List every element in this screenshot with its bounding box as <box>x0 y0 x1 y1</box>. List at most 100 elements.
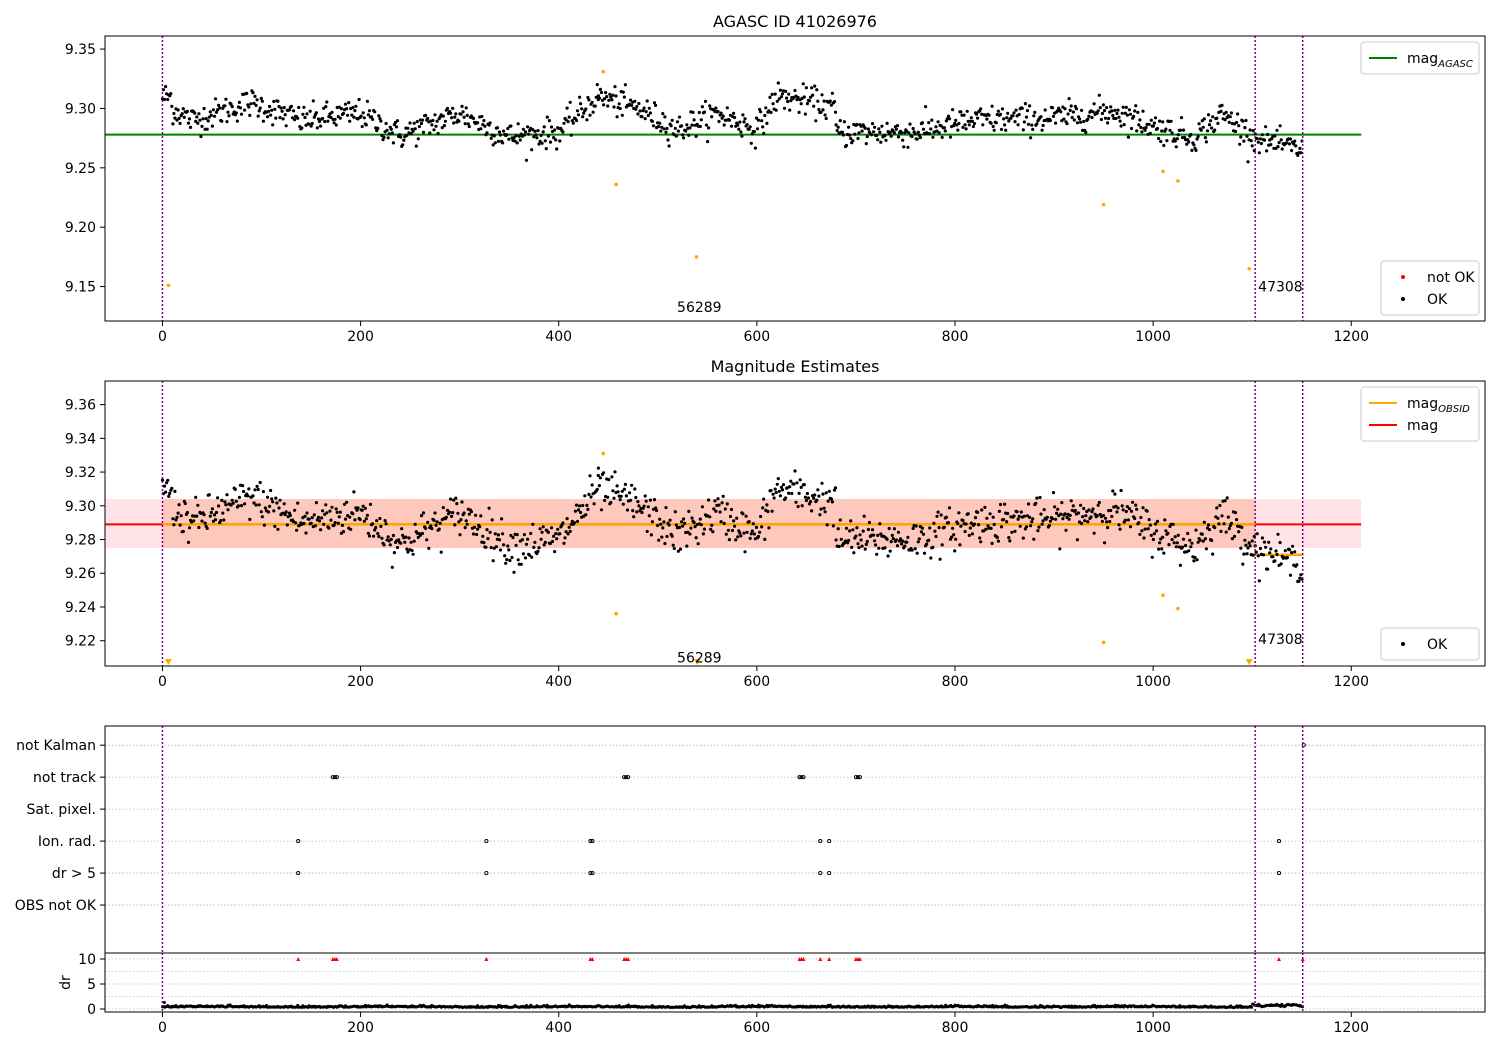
data-point-ok <box>911 526 915 531</box>
data-point-ok <box>622 487 627 491</box>
data-point-ok <box>521 552 526 556</box>
data-point-ok <box>265 495 270 499</box>
data-point-ok <box>206 119 210 123</box>
data-point-ok <box>1105 520 1109 524</box>
data-point-ok <box>1257 579 1261 583</box>
data-point-ok <box>548 541 553 546</box>
data-point-ok <box>812 496 816 500</box>
data-point-ok <box>1102 109 1107 113</box>
data-point-ok <box>363 506 367 510</box>
obsid-label: 56289 <box>677 300 722 316</box>
legend-label: not OK <box>1427 270 1475 286</box>
data-point-ok <box>766 509 770 514</box>
data-point-ok <box>567 525 571 529</box>
legend-dot-swatch <box>1401 297 1405 301</box>
y-tick-label: 9.24 <box>65 600 96 616</box>
data-point-ok <box>1192 559 1196 563</box>
data-point-ok <box>810 86 814 90</box>
data-point-ok <box>284 510 288 514</box>
data-point-ok <box>888 130 892 134</box>
data-point-ok <box>597 484 602 488</box>
data-point-ok <box>951 108 955 112</box>
data-point-ok <box>665 534 669 539</box>
data-point-ok <box>611 93 615 97</box>
data-point-ok <box>1159 139 1163 144</box>
data-point-ok <box>371 117 375 121</box>
data-point-ok <box>1271 555 1275 559</box>
data-point-ok <box>793 469 797 473</box>
y-tick-label: 9.28 <box>65 533 96 549</box>
data-point-ok <box>283 113 287 117</box>
data-point-ok <box>1013 529 1017 533</box>
data-point-ok <box>565 106 569 110</box>
data-point-ok <box>1216 121 1220 125</box>
data-point-ok <box>452 121 456 125</box>
data-point-ok <box>1029 136 1033 140</box>
data-point-ok <box>813 493 817 497</box>
data-point-ok <box>1258 137 1262 141</box>
data-point-ok <box>506 544 510 548</box>
data-point-ok <box>1273 559 1277 563</box>
data-point-ok <box>168 491 172 496</box>
data-point-ok <box>749 532 753 536</box>
data-point-ok <box>965 109 969 113</box>
data-point-ok <box>1069 104 1073 108</box>
data-point-ok <box>1017 514 1021 519</box>
data-point-ok <box>1126 135 1130 139</box>
data-point-outlier <box>1101 640 1106 645</box>
data-point-ok <box>421 130 426 134</box>
data-point-ok <box>640 115 644 119</box>
data-point-ok <box>542 543 546 547</box>
data-point-ok <box>222 518 226 522</box>
data-point-ok <box>1097 93 1101 97</box>
data-point-ok <box>1239 546 1243 550</box>
data-point-ok <box>670 534 674 538</box>
data-point-ok <box>257 109 261 113</box>
data-point-ok <box>338 510 342 514</box>
data-point-ok <box>1184 543 1188 548</box>
data-point-ok <box>972 122 977 126</box>
data-point-ok <box>964 127 968 131</box>
data-point-ok <box>204 117 208 121</box>
data-point-ok <box>809 499 813 504</box>
data-point-ok <box>1082 506 1086 511</box>
data-point-ok <box>801 82 805 86</box>
data-point-ok <box>1118 119 1122 123</box>
dr-limit-marker <box>1276 957 1281 961</box>
data-point-ok <box>160 478 165 482</box>
data-point-ok <box>176 511 180 515</box>
data-point-ok <box>713 499 717 503</box>
data-point-ok <box>214 110 219 114</box>
data-point-ok <box>450 116 454 120</box>
data-point-ok <box>415 120 419 124</box>
data-point-ok <box>1297 579 1301 583</box>
data-point-ok <box>857 131 861 135</box>
data-point-ok <box>990 541 994 546</box>
data-point-ok <box>656 523 660 528</box>
data-point-ok <box>1245 552 1249 556</box>
data-point-ok <box>848 529 852 533</box>
data-point-ok <box>732 111 736 115</box>
data-point-ok <box>508 558 512 563</box>
data-point-ok <box>229 503 233 507</box>
data-point-ok <box>1174 545 1178 549</box>
data-point-ok <box>1011 114 1015 118</box>
flag-marker <box>857 775 862 780</box>
data-point-ok <box>337 515 341 519</box>
data-point-ok <box>1080 521 1084 526</box>
data-point-ok <box>469 510 473 514</box>
data-point-ok <box>834 123 838 127</box>
x-tick-label: 1000 <box>1135 674 1171 690</box>
data-point-ok <box>976 116 980 120</box>
data-point-ok <box>1255 532 1259 536</box>
data-point-ok <box>1051 491 1056 495</box>
legend-label: OK <box>1427 292 1448 308</box>
data-point-ok <box>591 110 595 114</box>
data-point-ok <box>867 520 872 525</box>
data-point-ok <box>291 109 296 113</box>
data-point-ok <box>1123 111 1127 115</box>
data-point-ok <box>942 126 946 130</box>
data-point-ok <box>261 490 265 494</box>
data-point-ok <box>1113 492 1117 496</box>
data-point-ok <box>1202 117 1206 121</box>
